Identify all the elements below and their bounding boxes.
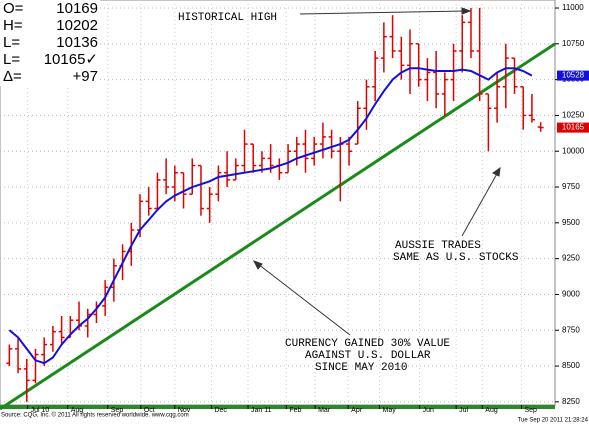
x-axis-strip (0, 405, 555, 409)
x-tick-label: Jan 11 (251, 407, 272, 414)
price-tag-label: 10528 (562, 71, 585, 80)
y-tick-label: 10000 (562, 146, 585, 155)
annotation: CURRENCY GAINED 30% VALUE (285, 338, 450, 350)
arrows (252, 7, 501, 336)
y-tick-label: 9250 (562, 254, 580, 263)
x-tick-label: Jun (423, 407, 434, 414)
y-tick-label: 8250 (562, 397, 580, 406)
x-tick-label: Nov (178, 407, 191, 414)
x-tick-label: Jul 10 (31, 407, 50, 414)
moving-average (8, 67, 533, 365)
header-value: 10165✓ (44, 51, 98, 68)
header-label: L= (3, 34, 20, 51)
y-tick-label: 10750 (562, 39, 585, 48)
x-tick-label: Jul (459, 407, 468, 414)
y-tick-label: 11000 (562, 3, 584, 12)
y-tick-label: 9500 (562, 218, 580, 227)
x-tick-label: Oct (144, 407, 155, 414)
y-tick-label: 8750 (562, 325, 580, 334)
x-tick-label: Mar (318, 407, 331, 414)
y-tick-label: 9750 (562, 182, 580, 191)
header-label: O= (3, 0, 24, 17)
header-value: 10136 (56, 34, 98, 51)
header-label: L= (3, 51, 20, 68)
header-label: H= (3, 17, 23, 34)
trendline (0, 42, 556, 411)
footer-time: Tue Sep 20 2011 21:28:24 (518, 418, 589, 424)
annotation: AUSSIE TRADES (395, 240, 481, 252)
y-tick-label: 8500 (562, 361, 580, 370)
x-tick-label: Apr (351, 407, 363, 414)
y-tick-label: 10250 (562, 111, 585, 120)
x-tick-label: Feb (289, 407, 301, 414)
x-tick-label: Aug (485, 407, 498, 414)
header-value: 10169 (56, 0, 98, 17)
y-tick-label: 9000 (562, 290, 580, 299)
x-tick-label: Sep (111, 407, 124, 414)
header-box (0, 0, 100, 86)
annotation: SAME AS U.S. STOCKS (393, 252, 519, 264)
price-tag (557, 70, 589, 81)
annotation: SINCE MAY 2010 (315, 362, 407, 374)
header-label: Δ= (3, 68, 22, 85)
annotation: AGAINST U.S. DOLLAR (305, 350, 431, 362)
annotation: HISTORICAL HIGH (178, 12, 277, 24)
price-tag (557, 122, 589, 133)
header-value: +97 (73, 68, 98, 85)
x-tick-label: May (383, 407, 397, 414)
price-tag-label: 10165 (562, 123, 585, 132)
x-tick-label: Dec (214, 407, 227, 414)
footer-source: Source: CQG, Inc. © 2011 All rights rese… (1, 412, 189, 419)
header-value: 10202 (56, 17, 98, 34)
x-tick-label: Aug (71, 407, 84, 414)
x-tick-label: Sep (524, 407, 537, 414)
